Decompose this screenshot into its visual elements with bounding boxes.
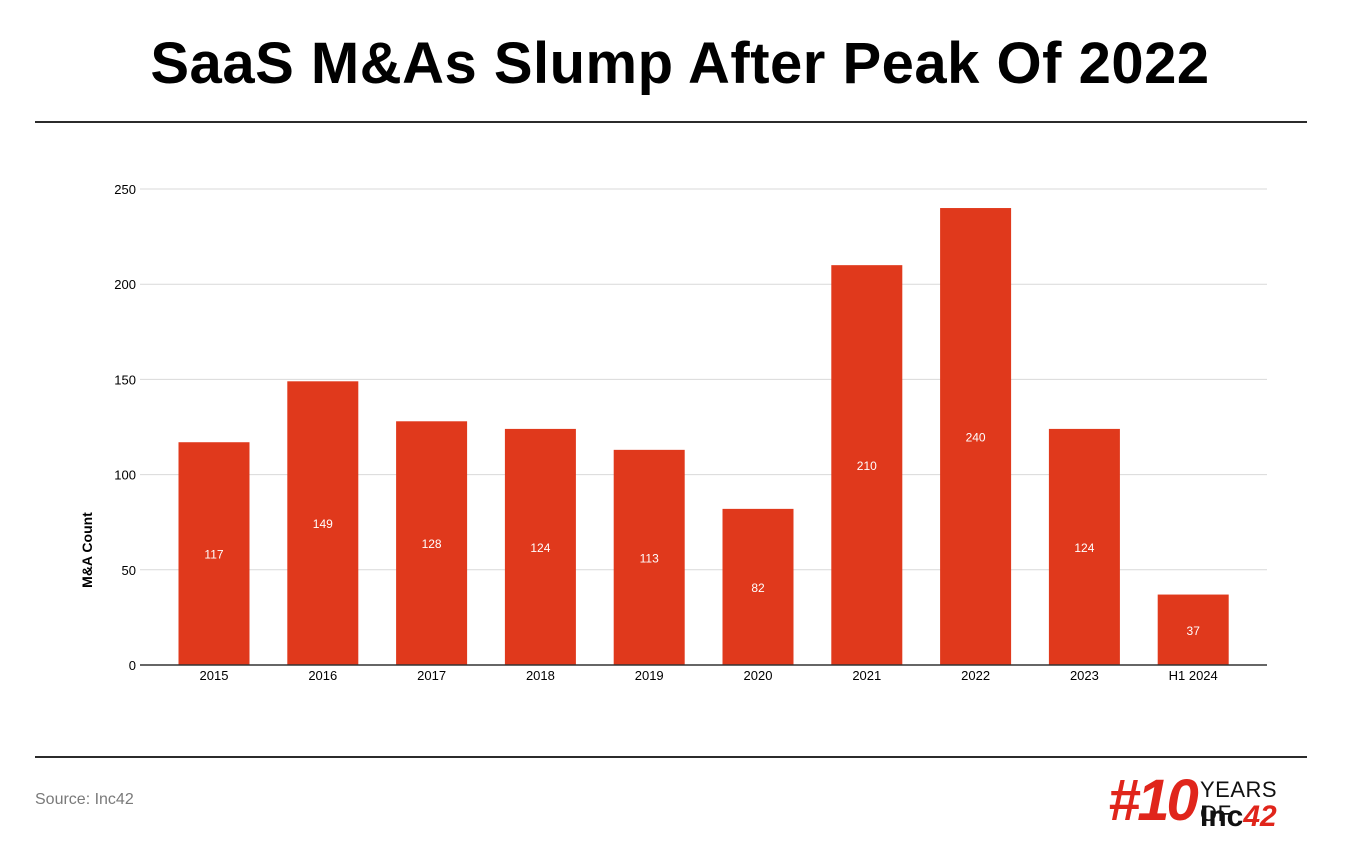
bar-value-label: 149 bbox=[313, 517, 333, 531]
y-tick-label: 200 bbox=[114, 277, 136, 292]
y-tick-label: 0 bbox=[129, 658, 136, 673]
x-tick-label: 2020 bbox=[744, 668, 773, 683]
x-tick-label: 2022 bbox=[961, 668, 990, 683]
bar-value-label: 37 bbox=[1187, 624, 1201, 638]
source-note: Source: Inc42 bbox=[35, 791, 134, 808]
x-axis-ticks: 2015 2016 2017 2018 2019 2020 2021 2022 2023 H1 2… bbox=[200, 668, 1218, 683]
x-tick-label: 2017 bbox=[417, 668, 446, 683]
x-tick-label: 2015 bbox=[200, 668, 229, 683]
y-tick-label: 100 bbox=[114, 468, 136, 483]
inc42-logo: #10 YEARS OF Inc42 bbox=[1108, 771, 1308, 835]
logo-years-of: YEARS OF bbox=[1200, 777, 1278, 826]
logo-hash-10: #10 bbox=[1108, 768, 1199, 833]
bar-value-label: 124 bbox=[530, 541, 550, 555]
bar-value-label: 117 bbox=[204, 548, 223, 562]
bar bbox=[287, 381, 359, 665]
bar bbox=[178, 442, 250, 665]
x-tick-label: 2021 bbox=[852, 668, 881, 683]
bar-value-label: 240 bbox=[966, 431, 986, 445]
x-tick-label: 2018 bbox=[526, 668, 555, 683]
x-tick-label: 2019 bbox=[635, 668, 664, 683]
bar bbox=[396, 421, 468, 665]
logo-brand: Inc42 bbox=[1200, 800, 1277, 833]
y-axis-label: M&A Count bbox=[79, 512, 95, 588]
bar bbox=[613, 449, 685, 665]
x-tick-label: 2016 bbox=[308, 668, 337, 683]
bar-value-label: 82 bbox=[751, 581, 765, 595]
bottom-divider bbox=[35, 756, 1307, 758]
bars: 117 149 128 124 113 82 210 240 124 37 bbox=[178, 208, 1229, 665]
bar bbox=[722, 508, 794, 665]
top-divider bbox=[35, 121, 1307, 123]
y-tick-label: 50 bbox=[122, 563, 136, 578]
x-tick-label: H1 2024 bbox=[1169, 668, 1218, 683]
bar bbox=[504, 428, 576, 665]
bar bbox=[1157, 594, 1229, 665]
bar-value-label: 210 bbox=[857, 459, 877, 473]
bar bbox=[1048, 428, 1120, 665]
y-tick-label: 150 bbox=[114, 372, 136, 387]
y-axis-ticks: 0 50 100 150 200 250 bbox=[114, 182, 136, 673]
bar bbox=[831, 265, 903, 665]
bar-value-label: 124 bbox=[1074, 541, 1094, 555]
y-tick-label: 250 bbox=[114, 182, 136, 197]
x-tick-label: 2023 bbox=[1070, 668, 1099, 683]
bar-value-label: 113 bbox=[640, 551, 659, 565]
chart-title: SaaS M&As Slump After Peak Of 2022 bbox=[150, 31, 1210, 96]
bar-value-label: 128 bbox=[422, 537, 442, 551]
bar bbox=[940, 208, 1012, 665]
